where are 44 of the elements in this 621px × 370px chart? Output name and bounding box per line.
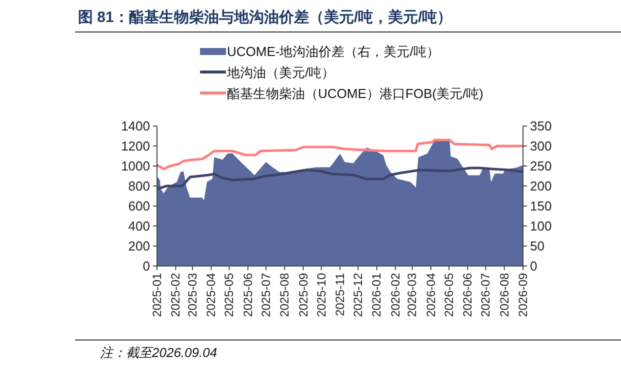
x-tick-label: 2025-11	[333, 272, 347, 316]
x-tick-label: 2025-02	[168, 272, 183, 318]
y-tick-label: 600	[128, 198, 150, 214]
y2-tick-label: 250	[530, 158, 552, 174]
x-tick-label: 2025-08	[278, 272, 292, 318]
legend-label: UCOME-地沟油价差（右，美元/吨）	[227, 44, 440, 59]
x-tick-label: 2025-05	[222, 272, 236, 318]
x-tick-label: 2025-03	[186, 272, 200, 318]
x-tick-label: 2025-10	[314, 272, 328, 318]
x-tick-label: 2026-09	[516, 272, 530, 318]
x-tick-label: 2026-08	[497, 272, 512, 318]
y-tick-label: 1200	[121, 138, 150, 154]
y-tick-label: 1000	[121, 158, 150, 174]
y2-tick-label: 200	[530, 178, 552, 194]
x-tick-label: 2026-07	[478, 272, 493, 318]
x-tick-label: 2025-12	[351, 272, 366, 318]
legend-label: 地沟油（美元/吨）	[226, 65, 335, 80]
x-tick-label: 2025-07	[258, 272, 273, 318]
text: 注：截至2026.09.04	[100, 345, 218, 360]
chart-title: 图 81：酯基生物柴油与地沟油价差（美元/吨，美元/吨）	[78, 8, 452, 26]
y2-tick-label: 300	[530, 138, 552, 154]
x-tick-label: 2025-01	[150, 272, 164, 318]
y2-tick-label: 50	[530, 238, 544, 254]
x-tick-label: 2025-06	[240, 272, 255, 318]
line-series	[156, 138, 524, 170]
legend-label: 酯基生物柴油（UCOME）港口FOB(美元/吨)	[227, 86, 484, 101]
x-tick-label: 2026-04	[424, 272, 438, 318]
x-tick-label: 2026-06	[460, 272, 475, 318]
x-tick-label: 2025-09	[296, 272, 310, 318]
y-tick-label: 1400	[121, 118, 150, 134]
x-tick-label: 2026-01	[370, 272, 384, 318]
y2-tick-label: 150	[530, 198, 552, 214]
x-tick-label: 2026-03	[405, 272, 420, 318]
y-tick-label: 0	[142, 258, 150, 274]
y2-tick-label: 100	[530, 218, 552, 234]
y-tick-label: 200	[128, 238, 150, 254]
x-tick-label: 2026-05	[442, 272, 456, 318]
x-tick-label: 2026-02	[388, 272, 402, 318]
y2-tick-label: 0	[530, 258, 538, 274]
y2-tick-label: 350	[530, 118, 552, 134]
line-series	[156, 166, 524, 190]
x-tick-label: 2025-04	[204, 272, 218, 318]
y-tick-label: 400	[128, 218, 150, 234]
y-tick-label: 800	[128, 178, 150, 194]
